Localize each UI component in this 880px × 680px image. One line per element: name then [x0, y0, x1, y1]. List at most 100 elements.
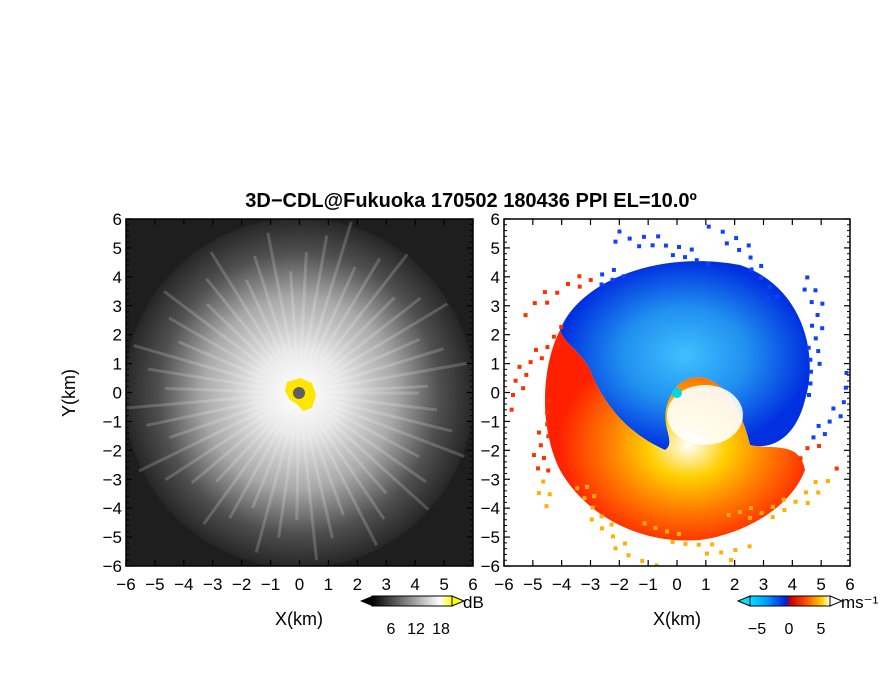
velocity-speckle-pixel — [805, 446, 810, 451]
velocity-speckle-pixel — [622, 541, 627, 546]
velocity-speckle-pixel — [813, 288, 818, 293]
snr-ray — [298, 297, 422, 395]
snr-ray — [297, 252, 308, 394]
velocity-speckle-pixel — [813, 480, 818, 485]
velocity-speckle-pixel — [805, 500, 810, 505]
velocity-y-tick-label: 1 — [491, 355, 500, 374]
velocity-speckle-pixel — [734, 236, 739, 241]
snr-ray — [297, 392, 386, 520]
velocity-speckle-pixel — [782, 508, 787, 513]
velocity-colorbar-tick: 5 — [817, 621, 826, 638]
snr-x-tick-label: −3 — [203, 575, 222, 594]
snr-ray — [297, 392, 378, 547]
velocity-speckle-pixel — [545, 422, 550, 427]
snr-ray — [297, 257, 382, 394]
velocity-speckle-pixel — [663, 243, 668, 248]
velocity-speckle-pixel — [621, 274, 626, 279]
velocity-x-tick-label: −3 — [581, 575, 600, 594]
velocity-speckle-pixel — [843, 385, 848, 390]
velocity-y-tick-label: 4 — [491, 268, 500, 287]
snr-ray — [298, 391, 465, 458]
snr-y-tick-label: 3 — [113, 297, 122, 316]
velocity-speckle-pixel — [670, 539, 675, 544]
velocity-speckle-pixel — [546, 434, 551, 439]
velocity-speckle-pixel — [696, 542, 701, 547]
velocity-speckle-pixel — [640, 558, 645, 563]
snr-y-tick-label: −5 — [103, 528, 122, 547]
velocity-speckle-pixel — [817, 361, 822, 366]
velocity-speckle-pixel — [589, 517, 594, 522]
velocity-speckle-pixel — [627, 236, 632, 241]
velocity-speckle-pixel — [724, 241, 729, 246]
snr-x-tick-label: 2 — [353, 575, 362, 594]
snr-ray — [297, 221, 353, 394]
velocity-speckle-pixel — [637, 244, 642, 249]
velocity-speckle-pixel — [813, 336, 818, 341]
velocity-speckle-pixel — [817, 443, 822, 448]
velocity-x-tick-label: 2 — [730, 575, 739, 594]
velocity-speckle-pixel — [694, 258, 699, 263]
snr-x-tick-label: 4 — [410, 575, 419, 594]
snr-ray — [288, 271, 301, 394]
velocity-colorbar: ms⁻¹ −5 0 5 — [736, 593, 879, 638]
velocity-speckle-pixel — [775, 294, 780, 299]
snr-ray — [254, 392, 301, 553]
velocity-speckle-pixel — [737, 247, 742, 252]
velocity-speckle-pixel — [521, 386, 526, 391]
snr-ray — [168, 316, 300, 395]
velocity-speckle-pixel — [816, 349, 821, 354]
velocity-speckle-pixel — [746, 243, 751, 248]
snr-ray — [251, 392, 301, 509]
snr-x-tick-label: 1 — [324, 575, 333, 594]
velocity-speckle-pixel — [610, 277, 615, 282]
velocity-x-axis-label: X(km) — [653, 609, 701, 629]
velocity-y-tick-label: 5 — [491, 239, 500, 258]
velocity-speckle-pixel — [513, 378, 518, 383]
snr-ray — [190, 391, 300, 485]
velocity-speckle-pixel — [809, 300, 814, 305]
velocity-speckle-pixel — [706, 262, 711, 267]
velocity-speckle-pixel — [733, 548, 738, 553]
snr-ray — [297, 266, 357, 394]
velocity-x-tick-label: −5 — [523, 575, 542, 594]
velocity-speckle-pixel — [599, 514, 604, 519]
snr-ray — [297, 235, 329, 394]
velocity-y-tick-label: −4 — [481, 499, 500, 518]
velocity-speckle-pixel — [533, 347, 538, 352]
velocity-speckle-pixel — [551, 334, 556, 339]
velocity-speckle-pixel — [704, 551, 709, 556]
velocity-speckle-pixel — [599, 282, 604, 287]
velocity-speckle-pixel — [592, 494, 597, 499]
velocity-speckle-pixel — [815, 313, 820, 317]
snr-x-tick-label: −6 — [116, 575, 135, 594]
velocity-y-tick-label: −3 — [481, 470, 500, 489]
snr-ray — [168, 391, 300, 440]
snr-x-tick-label: 0 — [295, 575, 304, 594]
velocity-field — [509, 224, 849, 566]
velocity-speckle-pixel — [546, 398, 551, 403]
velocity-speckle-pixel — [798, 456, 803, 461]
snr-ray — [297, 296, 396, 395]
velocity-speckle-pixel — [719, 550, 724, 555]
velocity-speckle-pixel — [808, 369, 813, 374]
velocity-speckle-pixel — [555, 290, 560, 295]
velocity-speckle-pixel — [816, 423, 821, 428]
velocity-speckle-pixel — [759, 510, 764, 515]
velocity-speckle-pixel — [528, 360, 533, 365]
snr-ray — [298, 384, 428, 395]
snr-ray — [133, 344, 300, 395]
velocity-speckle-pixel — [654, 563, 659, 566]
velocity-speckle-pixel — [759, 275, 764, 280]
snr-ray — [297, 391, 430, 511]
velocity-speckle-pixel — [545, 345, 550, 350]
snr-ray — [147, 367, 300, 395]
velocity-speckle-pixel — [626, 553, 631, 558]
velocity-speckle-pixel — [575, 486, 580, 491]
velocity-x-tick-label: 0 — [672, 575, 681, 594]
velocity-speckle-pixel — [541, 455, 546, 460]
snr-x-tick-label: 5 — [439, 575, 448, 594]
snr-ray — [298, 391, 438, 412]
snr-ray — [297, 253, 409, 394]
velocity-x-tick-label: −4 — [552, 575, 571, 594]
